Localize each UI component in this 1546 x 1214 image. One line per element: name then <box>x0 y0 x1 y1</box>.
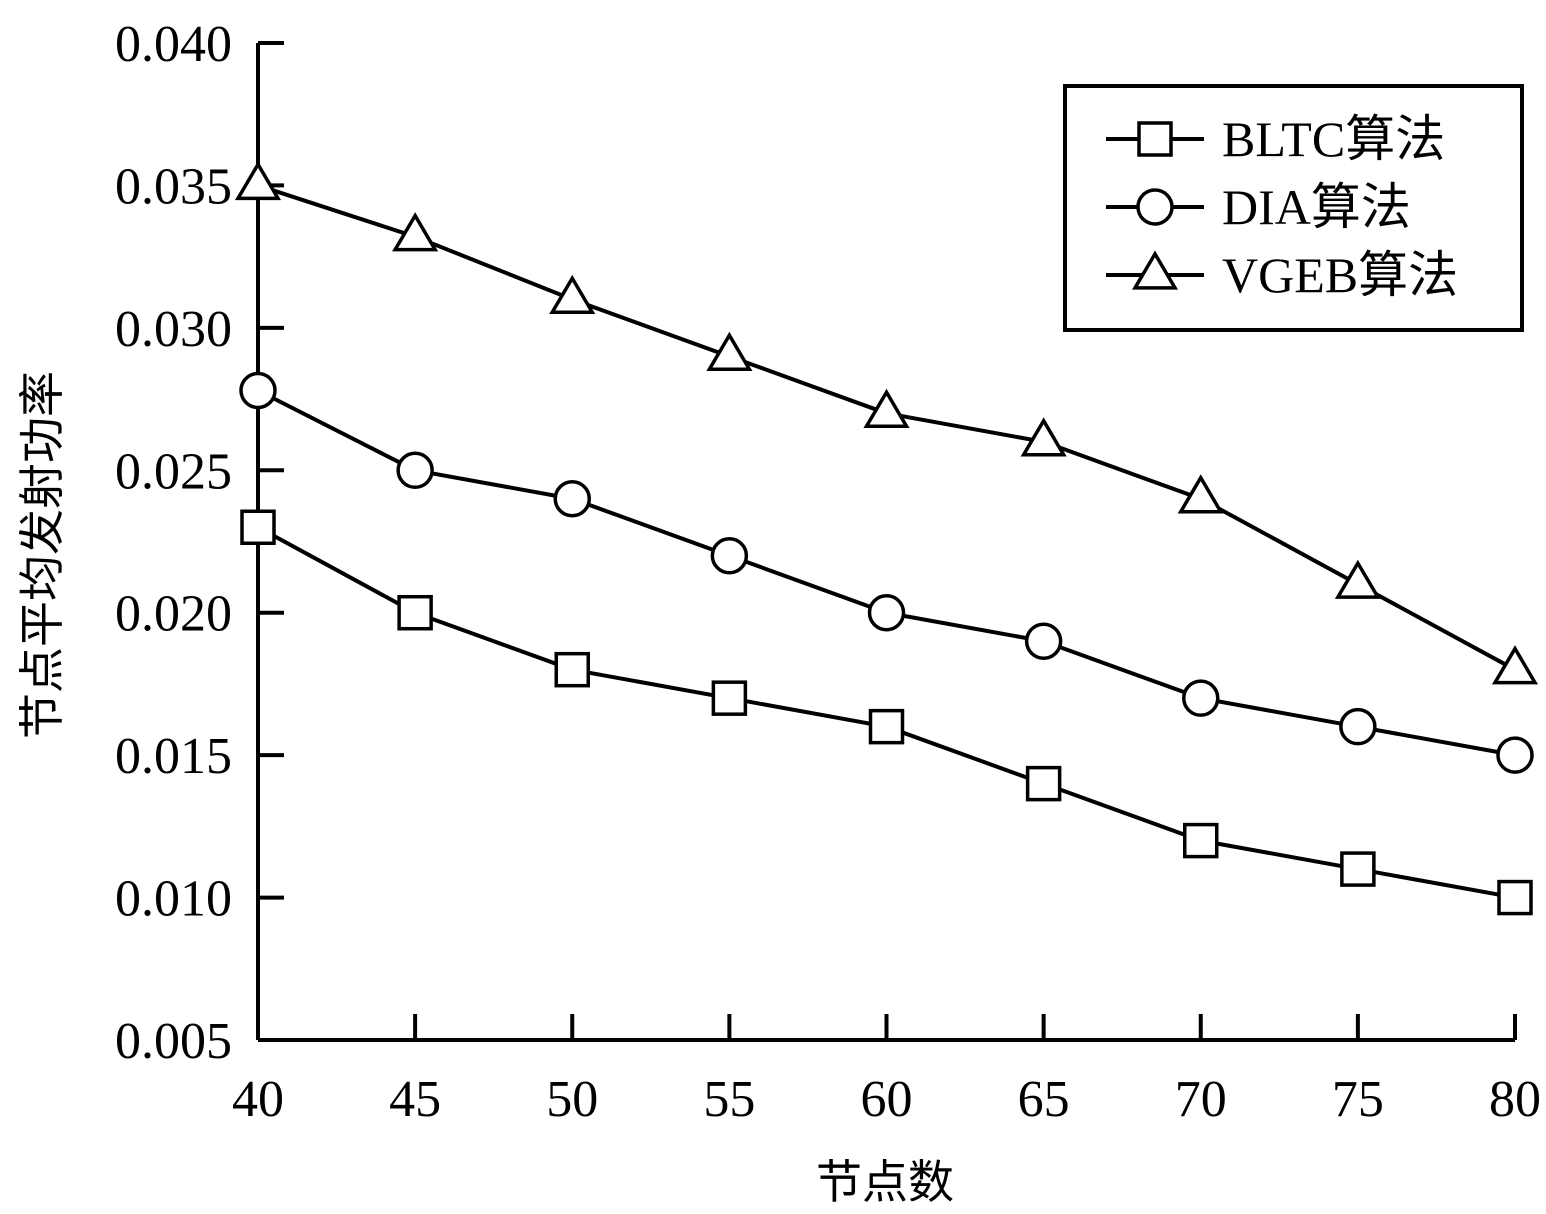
legend-label: VGEB算法 <box>1222 247 1458 303</box>
series-line-circle <box>257 388 1516 758</box>
data-point-triangle <box>549 274 596 315</box>
y-tick-label: 0.005 <box>115 1013 232 1070</box>
data-point-square <box>711 680 748 716</box>
data-point-triangle <box>1177 474 1224 514</box>
data-point-circle <box>1182 679 1220 717</box>
y-tick-label: 0.015 <box>115 728 232 785</box>
data-point-triangle <box>1334 559 1381 599</box>
x-tick-label: 75 <box>1332 1071 1384 1128</box>
data-point-triangle <box>392 212 439 252</box>
y-tick-label: 0.030 <box>115 301 232 358</box>
data-point-triangle <box>1491 645 1539 685</box>
data-point-triangle <box>234 160 282 201</box>
x-tick-label: 65 <box>1018 1071 1070 1128</box>
y-tick-label: 0.040 <box>115 16 232 73</box>
series-triangle <box>234 160 1539 685</box>
data-point-circle <box>1339 707 1377 746</box>
legend: BLTC算法 DIA算法 VGEB算法 <box>1063 84 1524 332</box>
data-point-circle <box>553 480 591 518</box>
x-tick-label: 40 <box>232 1071 284 1128</box>
legend-marker-triangle <box>1131 250 1179 290</box>
y-tick-label: 0.010 <box>115 871 232 928</box>
data-point-circle <box>710 536 749 575</box>
legend-label: DIA算法 <box>1222 179 1411 235</box>
data-point-circle <box>396 451 434 490</box>
data-point-square <box>397 594 433 631</box>
data-point-circle <box>867 593 906 632</box>
y-axis-title: 节点平均发射功率 <box>15 371 69 739</box>
data-point-square <box>868 708 905 745</box>
axes: 0.005 0.010 0.015 0.020 0.025 0.030 0.035 0.040… <box>115 16 1541 1128</box>
x-tick-label: 55 <box>703 1071 755 1128</box>
data-point-circle <box>1496 736 1534 774</box>
data-point-square <box>1497 879 1533 916</box>
legend-marker-circle <box>1136 188 1174 226</box>
y-tick-label: 0.020 <box>115 586 232 643</box>
data-point-triangle <box>1020 417 1067 457</box>
x-axis-title: 节点数 <box>816 1155 954 1209</box>
x-tick-label: 70 <box>1175 1071 1227 1128</box>
data-point-square <box>240 509 276 546</box>
series-layer <box>234 160 1539 916</box>
data-point-square <box>1340 851 1376 887</box>
x-tick-label: 80 <box>1489 1071 1541 1128</box>
y-tick-label: 0.035 <box>115 158 232 215</box>
data-point-triangle <box>863 388 910 428</box>
x-tick-label: 45 <box>389 1071 441 1128</box>
legend-marker-square <box>1137 121 1173 157</box>
x-tick-label: 60 <box>861 1071 913 1128</box>
x-tick-label: 50 <box>546 1071 598 1128</box>
data-point-circle <box>1024 622 1063 660</box>
series-square <box>240 509 1533 916</box>
series-circle <box>239 371 1534 774</box>
legend-label: BLTC算法 <box>1222 111 1445 167</box>
y-tick-label: 0.025 <box>115 443 232 500</box>
data-point-circle <box>239 371 277 410</box>
data-point-square <box>1183 822 1219 859</box>
data-point-square <box>1025 765 1062 802</box>
data-point-triangle <box>706 331 753 372</box>
data-point-square <box>554 651 590 688</box>
